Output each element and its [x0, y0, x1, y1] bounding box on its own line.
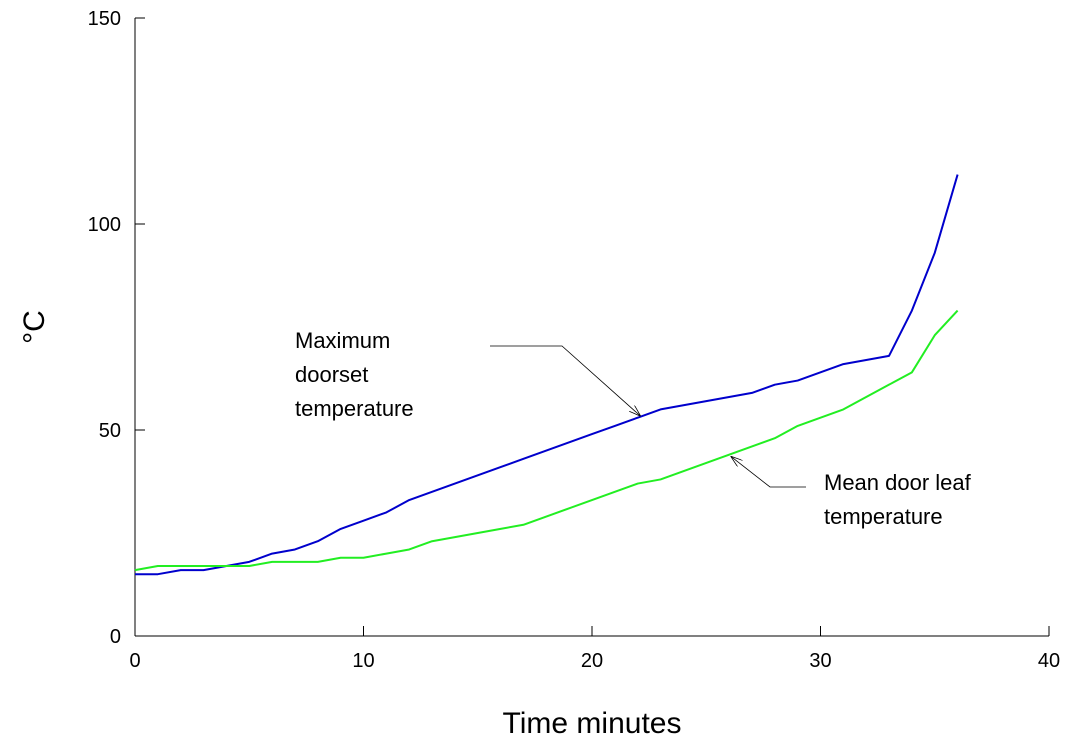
y-tick-label: 50 — [99, 420, 121, 442]
annotation-text-line: Mean door leaf — [824, 470, 972, 495]
annotation-text-line: temperature — [824, 504, 943, 529]
x-tick-label: 30 — [809, 650, 831, 672]
y-tick-label: 0 — [110, 626, 121, 648]
annotation-layer: Maximum doorset temperature Mean door leaf t… — [295, 328, 972, 529]
x-tick-label: 0 — [129, 650, 140, 672]
annotation-text-line: temperature — [295, 396, 414, 421]
x-tick-label: 20 — [581, 650, 603, 672]
series-layer — [134, 174, 959, 576]
annotation-label: Maximum doorset temperature — [295, 328, 414, 421]
series-line-1 — [134, 309, 959, 572]
x-ticks: 0 10 20 30 40 — [129, 626, 1060, 672]
x-axis-label: Time minutes — [503, 707, 682, 740]
annotation-arrow — [490, 345, 640, 416]
y-tick-label: 100 — [88, 214, 121, 236]
x-tick-label: 40 — [1038, 650, 1060, 672]
annotation-arrow — [731, 457, 806, 488]
annotation-text-line: Maximum — [295, 328, 390, 353]
y-axis-label: °C — [18, 310, 51, 344]
y-tick-label: 150 — [88, 8, 121, 30]
y-ticks: 0 50 100 150 — [88, 8, 145, 648]
axes — [134, 18, 1049, 637]
annotation-label: Mean door leaf temperature — [824, 470, 972, 529]
series-line-0 — [135, 174, 959, 576]
x-tick-label: 10 — [352, 650, 374, 672]
annotation-text-line: doorset — [295, 362, 368, 387]
